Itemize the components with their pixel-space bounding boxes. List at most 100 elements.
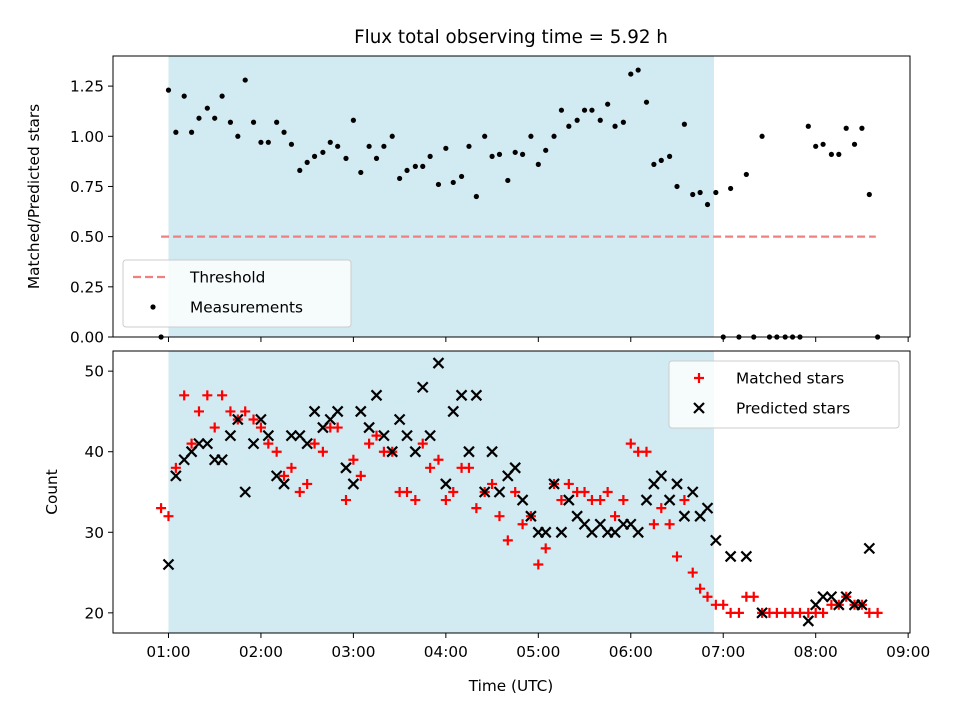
- bottom-point-1-49: [539, 526, 552, 539]
- top-point-0-47: [519, 151, 526, 157]
- top-point-0-90: [851, 141, 858, 147]
- top-point-0-4: [188, 129, 195, 135]
- bottom-point-1-18: [301, 437, 313, 450]
- top-legend: Threshold Measurements: [122, 259, 352, 328]
- top-point-0-26: [358, 169, 364, 176]
- bottom-point-0-49: [533, 559, 544, 570]
- bottom-point-1-32: [409, 445, 422, 458]
- top-point-0-48: [528, 133, 534, 139]
- top-point-0-84: [805, 123, 811, 129]
- bottom-point-0-17: [286, 462, 297, 473]
- bottom-point-0-25: [348, 454, 359, 465]
- bottom-point-1-64: [655, 470, 668, 482]
- bottom-point-0-77: [748, 591, 759, 602]
- top-point-0-5: [196, 115, 202, 121]
- top-point-0-14: [265, 139, 271, 145]
- top-point-0-51: [551, 133, 557, 139]
- bottom-point-1-16: [285, 429, 298, 442]
- top-point-0-1: [165, 87, 172, 93]
- bottom-legend-label: Matched stars: [736, 370, 844, 388]
- top-point-0-35: [427, 153, 433, 159]
- bottom-point-1-82: [856, 599, 868, 611]
- x-tick-label: 03:00: [331, 643, 375, 661]
- top-point-0-12: [250, 119, 257, 125]
- bottom-point-0-34: [417, 438, 428, 449]
- bottom-legend-box: [668, 360, 900, 429]
- bottom-point-0-43: [487, 478, 498, 489]
- top-point-0-32: [404, 167, 410, 174]
- top-y-tick-label: 0.75: [70, 178, 104, 196]
- bottom-point-0-24: [340, 495, 351, 506]
- top-point-0-74: [728, 185, 734, 192]
- top-point-0-6: [204, 105, 210, 111]
- bottom-point-0-21: [317, 446, 328, 457]
- bottom-point-0-3: [179, 390, 190, 401]
- top-point-0-39: [458, 173, 465, 180]
- top-point-0-91: [859, 125, 865, 131]
- top-point-0-19: [304, 159, 310, 165]
- top-point-0-31: [397, 175, 403, 182]
- bottom-point-1-13: [262, 429, 275, 442]
- bottom-point-1-4: [193, 437, 205, 450]
- bottom-point-0-9: [225, 406, 236, 417]
- top-point-0-8: [219, 93, 225, 99]
- bottom-point-0-55: [579, 487, 590, 497]
- chart-title: Flux total observing time = 5.92 h: [354, 27, 668, 48]
- top-point-0-87: [828, 151, 835, 157]
- bottom-point-0-61: [625, 438, 636, 449]
- top-point-0-50: [543, 147, 549, 153]
- bottom-point-1-8: [224, 429, 237, 442]
- top-point-0-72: [713, 189, 719, 196]
- bottom-point-0-35: [425, 462, 436, 473]
- bottom-point-0-12: [248, 414, 259, 425]
- bottom-point-1-68: [686, 486, 699, 498]
- top-point-0-88: [836, 151, 842, 157]
- top-panel: 0.00 0.25 0.50 0.75 1.00 1.25 Matched/Predicte…: [25, 55, 911, 347]
- top-point-0-29: [381, 143, 387, 149]
- top-point-0-69: [690, 191, 696, 198]
- top-point-0-53: [566, 123, 572, 129]
- top-point-0-62: [635, 67, 641, 73]
- bottom-point-1-41: [478, 486, 491, 498]
- bottom-point-1-26: [363, 421, 375, 434]
- bottom-point-0-23: [332, 422, 343, 433]
- top-point-0-13: [258, 139, 264, 145]
- bottom-point-1-71: [710, 534, 722, 547]
- bottom-point-0-53: [563, 478, 574, 489]
- bottom-point-1-72: [724, 550, 737, 563]
- bottom-point-0-57: [595, 495, 606, 506]
- bottom-point-1-52: [563, 494, 575, 506]
- bottom-point-0-69: [687, 567, 698, 578]
- bottom-point-1-30: [393, 413, 406, 426]
- x-tick-label: 07:00: [701, 643, 745, 661]
- bottom-point-1-45: [509, 462, 521, 474]
- bottom-point-1-15: [278, 478, 290, 490]
- top-legend-box: [122, 259, 352, 328]
- bottom-point-1-7: [216, 453, 228, 466]
- top-point-0-65: [658, 157, 664, 163]
- top-point-0-21: [320, 149, 326, 155]
- bottom-point-1-83: [863, 542, 876, 555]
- bottom-point-0-16: [279, 470, 290, 481]
- bottom-point-1-67: [678, 510, 691, 522]
- bottom-point-1-27: [370, 389, 383, 402]
- bottom-legend-swatch-0: [694, 373, 704, 383]
- top-point-0-17: [288, 141, 295, 147]
- bottom-point-0-67: [672, 551, 683, 562]
- bottom-point-1-75: [802, 615, 815, 627]
- bottom-point-0-14: [263, 438, 274, 449]
- x-tick-label: 09:00: [886, 643, 930, 661]
- top-point-0-76: [743, 171, 749, 178]
- x-tick-label: 06:00: [609, 643, 653, 661]
- x-tick-label: 05:00: [516, 643, 560, 661]
- top-point-0-92: [866, 191, 872, 198]
- top-point-0-54: [574, 117, 580, 123]
- top-point-0-45: [505, 177, 511, 184]
- bottom-point-0-93: [872, 607, 883, 618]
- x-tick-label: 01:00: [146, 643, 190, 661]
- top-y-tick-label: 0.50: [70, 228, 104, 246]
- bottom-point-1-24: [347, 478, 360, 490]
- top-point-0-78: [759, 133, 765, 139]
- bottom-point-1-40: [470, 389, 483, 402]
